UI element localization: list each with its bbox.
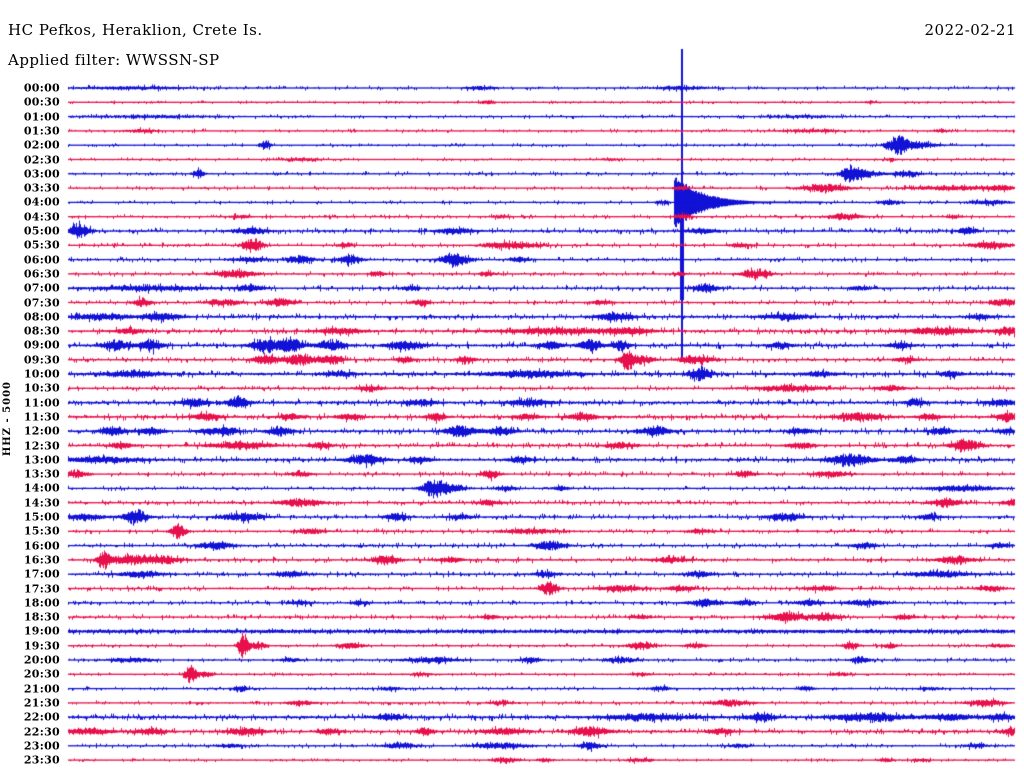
time-label: 22:30 [23, 725, 60, 738]
time-label: 12:00 [23, 424, 60, 438]
time-label: 00:00 [23, 81, 60, 95]
time-label: 08:30 [23, 324, 60, 338]
time-label: 02:00 [23, 138, 60, 152]
time-label: 22:00 [23, 710, 60, 724]
time-label: 14:00 [23, 481, 60, 495]
record-date: 2022-02-21 [924, 21, 1016, 39]
time-label: 09:00 [23, 338, 60, 352]
time-label: 00:30 [23, 95, 60, 109]
time-label: 04:30 [23, 210, 60, 224]
time-label: 18:00 [23, 596, 60, 610]
time-label: 11:00 [23, 396, 60, 410]
time-label: 08:00 [23, 310, 60, 324]
time-label: 18:30 [23, 610, 60, 624]
time-label: 23:30 [23, 753, 60, 767]
time-label: 10:00 [23, 367, 60, 381]
time-label: 03:00 [23, 167, 60, 181]
time-label: 15:00 [23, 510, 60, 524]
time-label: 17:30 [23, 582, 60, 595]
applied-filter-label: Applied filter: WWSSN-SP [8, 51, 220, 69]
time-label: 23:00 [23, 739, 60, 753]
time-label: 11:30 [23, 410, 60, 424]
time-label: 14:30 [23, 496, 60, 510]
time-label: 05:30 [23, 238, 60, 252]
time-label: 21:00 [23, 682, 60, 696]
time-label: 21:30 [23, 696, 60, 710]
time-label: 13:00 [23, 453, 60, 467]
time-label: 10:30 [23, 381, 60, 395]
time-label: 06:00 [23, 253, 60, 267]
time-label: 07:30 [23, 296, 60, 309]
time-label: 13:30 [23, 467, 60, 481]
time-label: 16:00 [23, 539, 60, 553]
time-label: 19:30 [23, 639, 60, 653]
time-label: 01:30 [23, 124, 60, 138]
time-label: 15:30 [23, 524, 60, 538]
time-label: 16:30 [23, 553, 60, 567]
time-label: 17:00 [23, 567, 60, 581]
station-title: HC Pefkos, Heraklion, Crete Is. [8, 21, 263, 39]
time-label: 01:00 [23, 110, 60, 124]
time-label: 04:00 [23, 195, 60, 209]
time-label: 20:30 [23, 667, 60, 681]
time-label: 19:00 [23, 624, 60, 638]
time-label: 09:30 [23, 353, 60, 367]
time-label: 12:30 [23, 439, 60, 452]
time-label: 03:30 [23, 181, 60, 195]
time-label: 02:30 [23, 153, 60, 166]
time-label: 20:00 [23, 653, 60, 667]
time-label: 06:30 [23, 267, 60, 281]
time-label: 05:00 [23, 224, 60, 238]
time-label: 07:00 [23, 281, 60, 295]
